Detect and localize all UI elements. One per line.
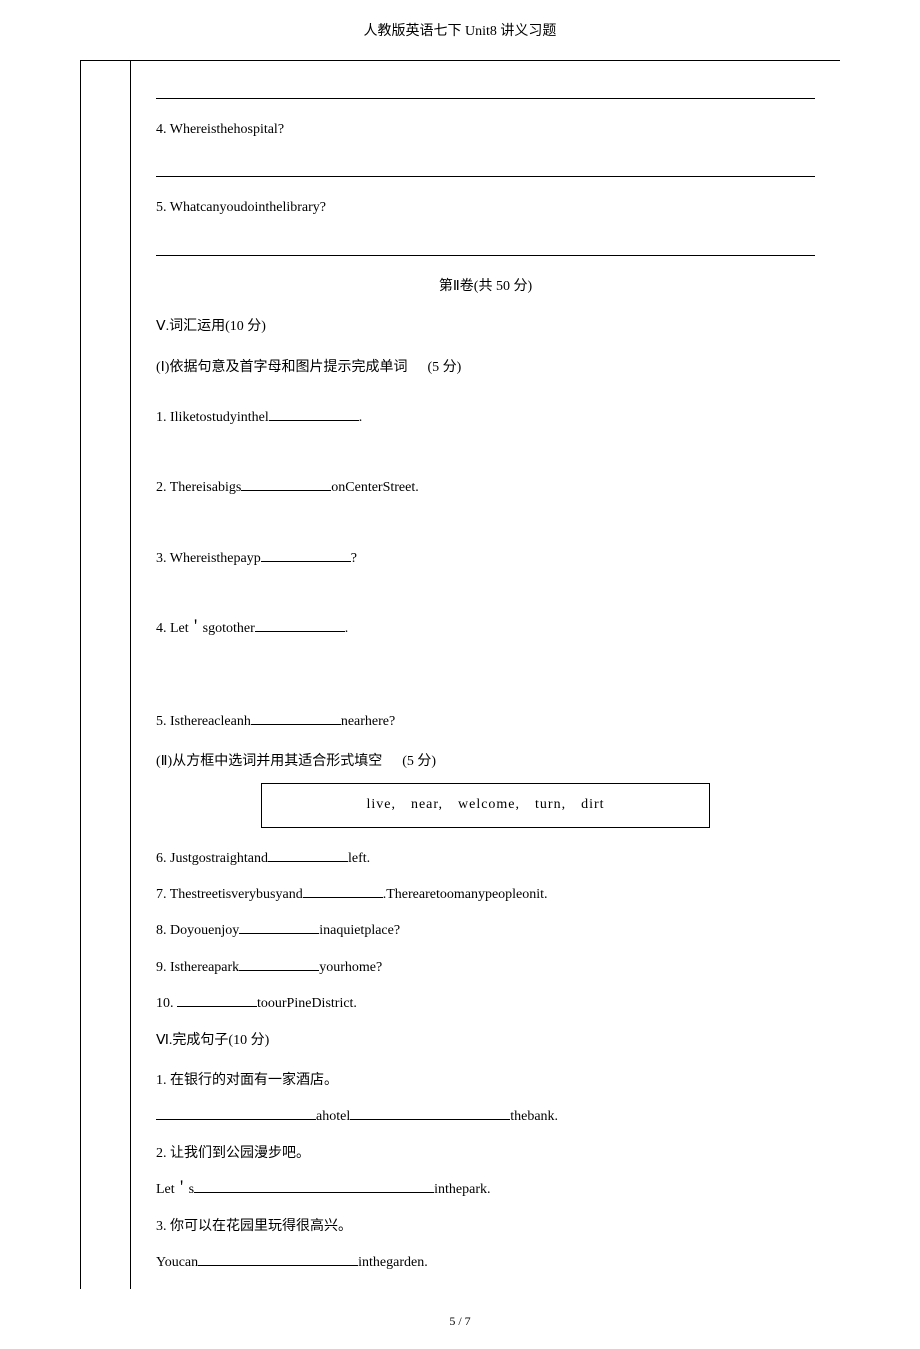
q-text: 9. Isthereapark [156,960,239,975]
question-v2: 2. Thereisabigs onCenterStreet. [156,477,815,499]
question-v9: 9. Isthereapark yourhome? [156,957,815,979]
fill-blank [268,848,348,862]
question-v6: 6. Justgostraightand left. [156,848,815,870]
question-v7: 7. Thestreetisverybusyand .Therearetooman… [156,884,815,906]
q-text: Youcan [156,1255,198,1270]
q-suffix: thebank. [510,1109,558,1124]
section-vi-heading: Ⅵ.完成句子(10 分) [156,1030,815,1052]
question-v8: 8. Doyouenjoy inaquietplace? [156,920,815,942]
question-vi2-en: Let＇s inthepark. [156,1179,815,1201]
q-suffix: toourPineDistrict. [257,996,357,1011]
part2-title: 第Ⅱ卷(共 50 分) [156,276,815,298]
instruction-points: (5 分) [427,360,461,375]
section-v-sub2-instruction: (Ⅱ)从方框中选词并用其适合形式填空 (5 分) [156,751,815,773]
answer-blank-line [156,238,815,256]
question-vi1-en: ahotel thebank. [156,1106,815,1128]
question-vi3-cn: 3. 你可以在花园里玩得很高兴。 [156,1216,815,1238]
q-suffix: ? [351,551,357,566]
question-a4: 4. Whereisthehospital? [156,119,815,141]
instruction-points: (5 分) [402,754,436,769]
q-suffix: inthegarden. [358,1255,428,1270]
fill-blank [350,1106,510,1120]
page-number: 5 / 7 [0,1314,920,1329]
q-text: 4. Let＇sgotother [156,621,255,636]
q-suffix: . [345,621,349,636]
q-suffix: inaquietplace? [319,923,400,938]
q-text: 5. Isthereacleanh [156,714,251,729]
fill-blank [239,957,319,971]
doc-header-title: 人教版英语七下 Unit8 讲义习题 [0,20,920,40]
q-suffix: .Therearetoomanypeopleonit. [383,887,548,902]
answer-blank-line [156,159,815,177]
instruction-text: (Ⅱ)从方框中选词并用其适合形式填空 [156,754,382,769]
fill-blank [241,477,331,491]
section-v-heading: Ⅴ.词汇运用(10 分) [156,316,815,338]
question-vi3-en: Youcan inthegarden. [156,1252,815,1274]
question-v4: 4. Let＇sgotother. [156,618,815,640]
fill-blank [269,407,359,421]
fill-blank [156,1106,316,1120]
section-v-sub1-instruction: (Ⅰ)依据句意及首字母和图片提示完成单词 (5 分) [156,357,815,379]
fill-blank [239,920,319,934]
q-text: 6. Justgostraightand [156,851,268,866]
q-text: 10. [156,996,177,1011]
word-bank-box: live, near, welcome, turn, dirt [261,783,709,827]
q-text: 7. Thestreetisverybusyand [156,887,303,902]
question-vi1-cn: 1. 在银行的对面有一家酒店。 [156,1070,815,1092]
q-suffix: left. [348,851,370,866]
question-v5: 5. Isthereacleanh nearhere? [156,711,815,733]
question-a5: 5. Whatcanyoudointhelibrary? [156,197,815,219]
q-suffix: onCenterStreet. [331,480,418,495]
question-v3: 3. Whereisthepayp? [156,548,815,570]
fill-blank [194,1179,434,1193]
fill-blank [261,548,351,562]
q-text: 1. Iliketostudyinthel [156,410,269,425]
fill-blank [251,711,341,725]
answer-blank-line [156,81,815,99]
q-suffix: nearhere? [341,714,395,729]
question-v10: 10. toourPineDistrict. [156,993,815,1015]
q-text: 2. Thereisabigs [156,480,241,495]
page-frame: 4. Whereisthehospital? 5. Whatcanyoudoin… [80,60,840,1289]
instruction-text: (Ⅰ)依据句意及首字母和图片提示完成单词 [156,360,407,375]
q-text: 8. Doyouenjoy [156,923,239,938]
fill-blank [177,993,257,1007]
question-vi2-cn: 2. 让我们到公园漫步吧。 [156,1143,815,1165]
fill-blank [255,618,345,632]
left-margin-column [81,61,131,1289]
question-v1: 1. Iliketostudyinthel. [156,407,815,429]
q-text: 3. Whereisthepayp [156,551,261,566]
fill-blank [303,884,383,898]
content-area: 4. Whereisthehospital? 5. Whatcanyoudoin… [131,61,840,1289]
q-suffix: inthepark. [434,1182,490,1197]
q-text: ahotel [316,1109,350,1124]
fill-blank [198,1252,358,1266]
q-text: Let＇s [156,1182,194,1197]
q-suffix: . [359,410,363,425]
q-suffix: yourhome? [319,960,382,975]
